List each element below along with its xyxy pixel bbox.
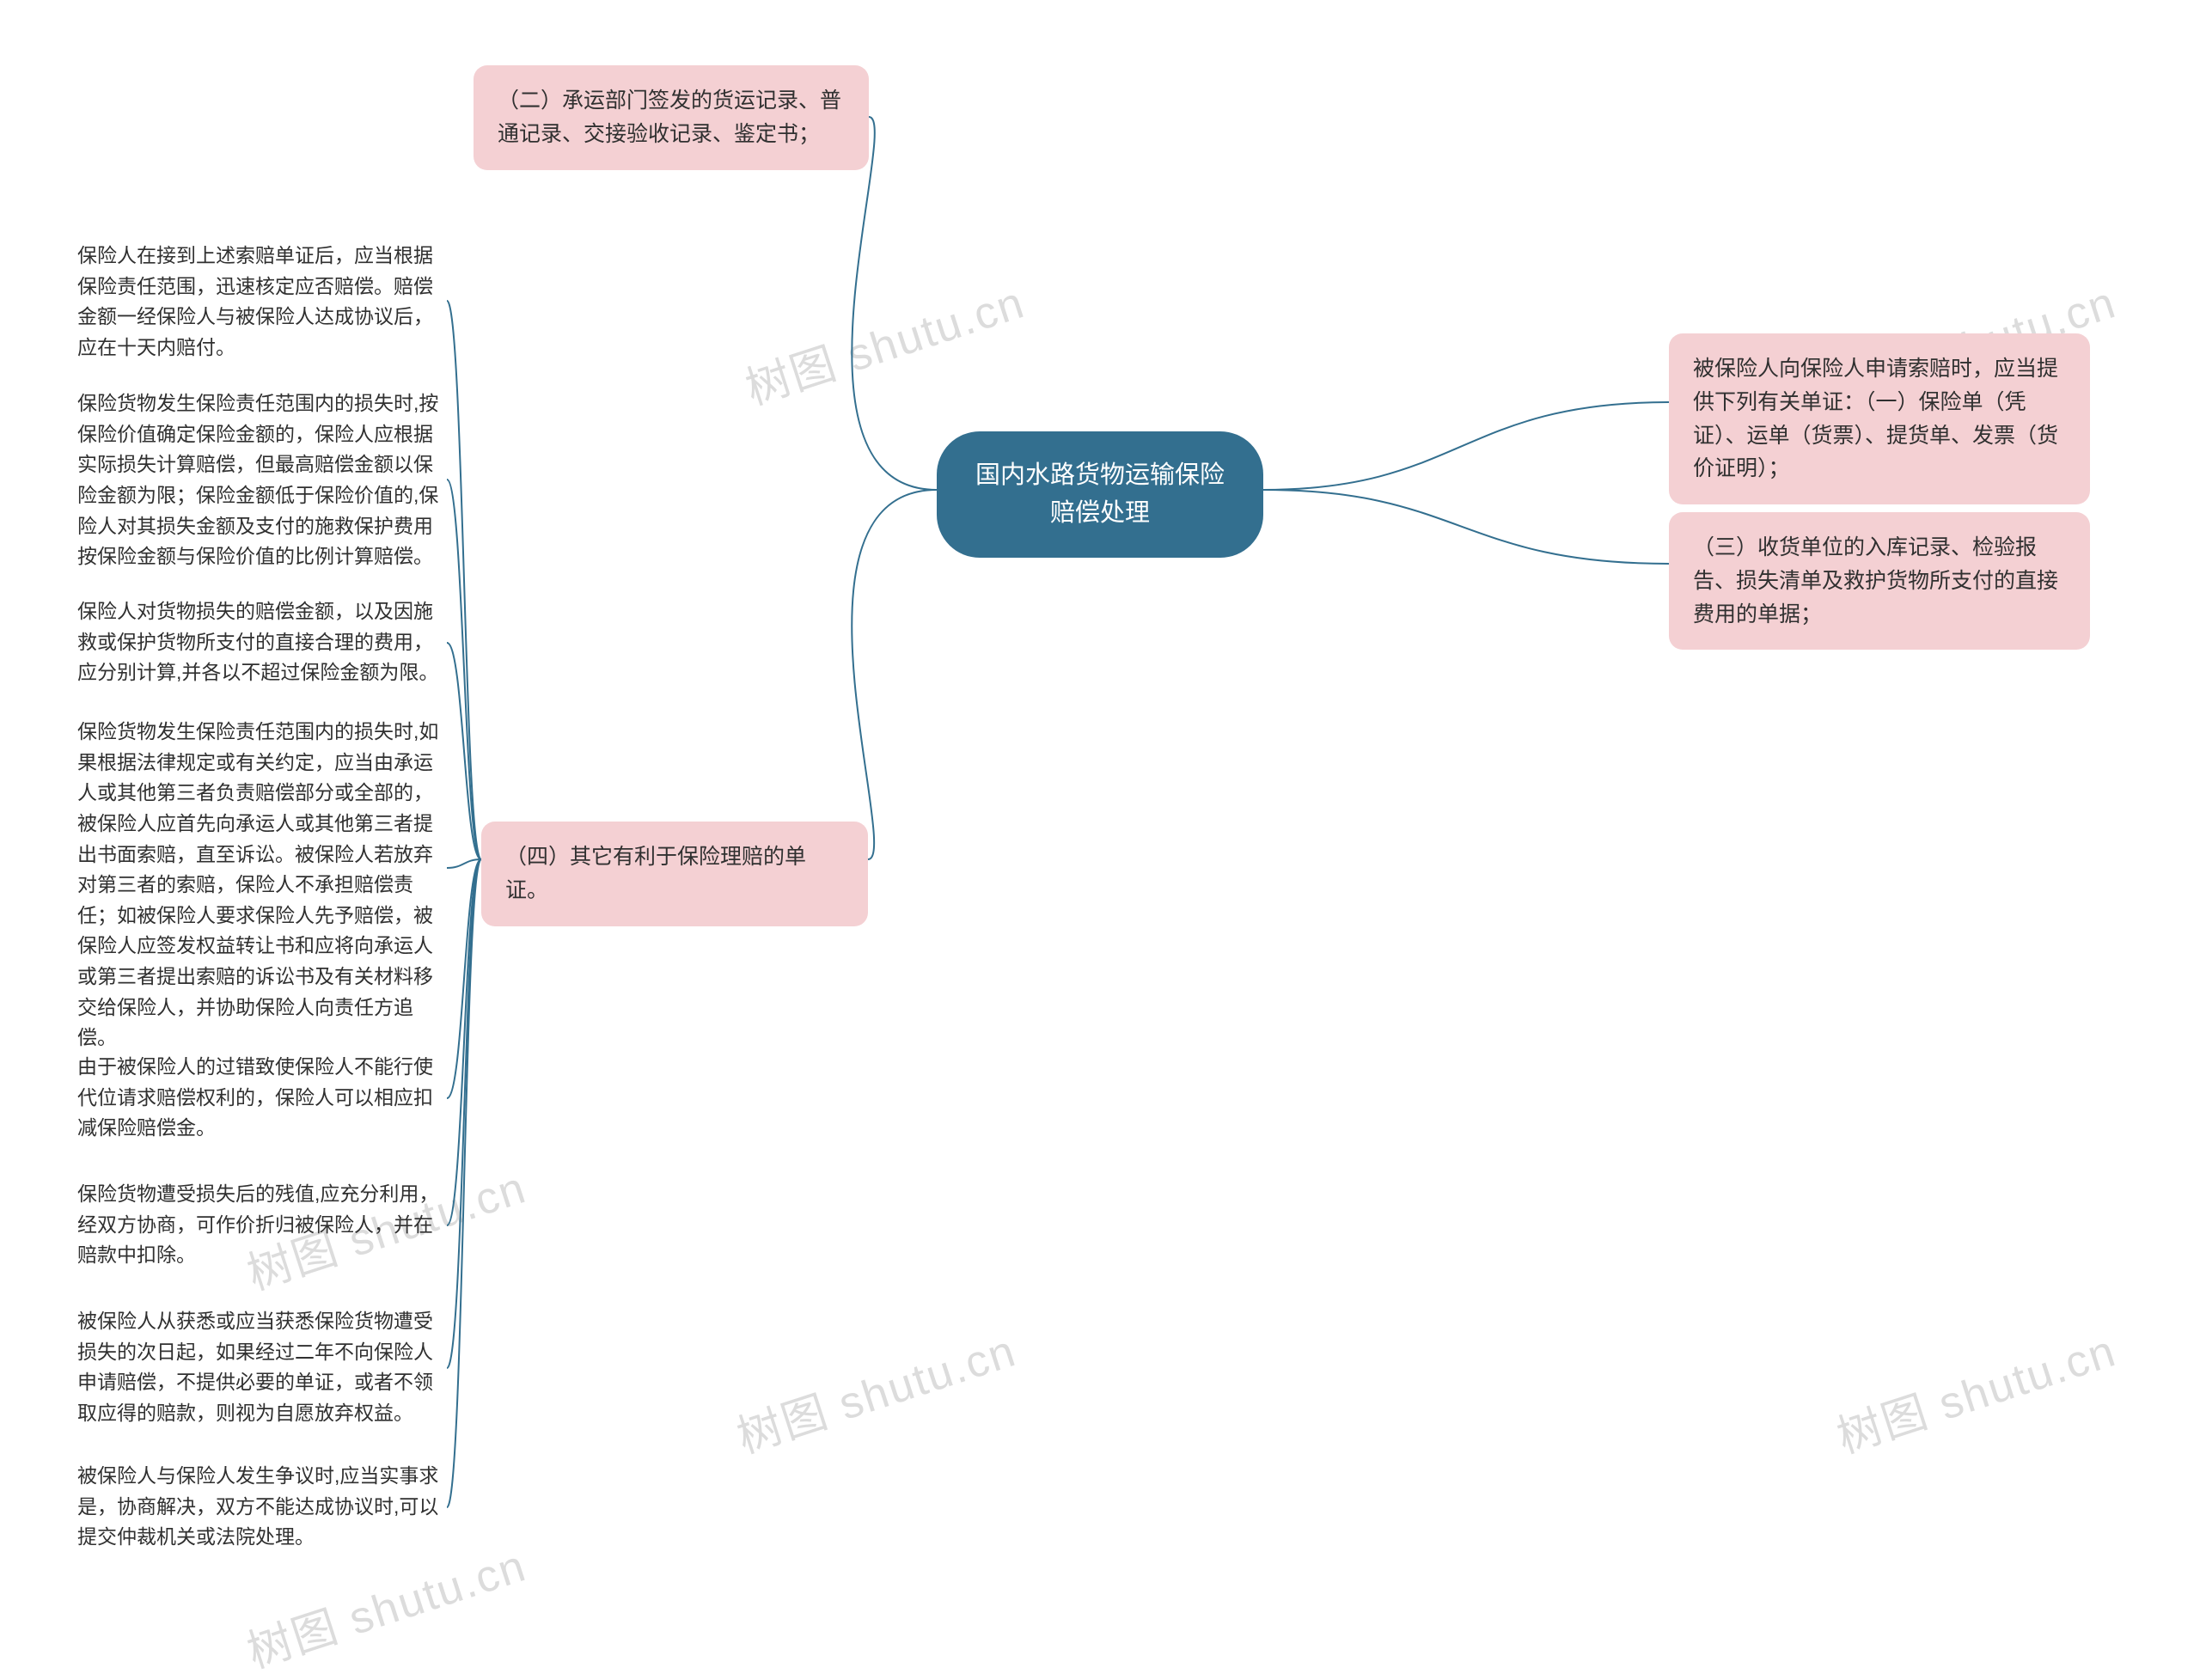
branch-right-1: 被保险人向保险人申请索赔时，应当提供下列有关单证：（一）保险单（凭证）、运单（货… <box>1669 333 2090 504</box>
watermark: 树图 shutu.cn <box>736 266 1032 417</box>
watermark: 树图 shutu.cn <box>1828 1315 2124 1465</box>
subnode-7: 被保险人从获悉或应当获悉保险货物遭受损失的次日起，如果经过二年不向保险人申请赔偿… <box>77 1306 447 1429</box>
subnode-3: 保险人对货物损失的赔偿金额，以及因施救或保护货物所支付的直接合理的费用，应分别计… <box>77 596 447 688</box>
branch-left-1: （二）承运部门签发的货运记录、普通记录、交接验收记录、鉴定书； <box>474 65 869 170</box>
branch-right-2: （三）收货单位的入库记录、检验报告、损失清单及救护货物所支付的直接费用的单据； <box>1669 512 2090 650</box>
watermark: 树图 shutu.cn <box>728 1315 1024 1465</box>
subnode-2: 保险货物发生保险责任范围内的损失时,按保险价值确定保险金额的，保险人应根据实际损… <box>77 388 447 572</box>
subnode-6: 保险货物遭受损失后的残值,应充分利用，经双方协商，可作价折归被保险人，并在赔款中… <box>77 1179 447 1271</box>
subnode-1: 保险人在接到上述索赔单证后，应当根据保险责任范围，迅速核定应否赔偿。赔偿金额一经… <box>77 241 447 363</box>
subnode-5: 由于被保险人的过错致使保险人不能行使代位请求赔偿权利的，保险人可以相应扣减保险赔… <box>77 1052 447 1144</box>
center-node: 国内水路货物运输保险赔偿处理 <box>937 431 1263 558</box>
subnode-4: 保险货物发生保险责任范围内的损失时,如果根据法律规定或有关约定，应当由承运人或其… <box>77 717 447 1054</box>
subnode-8: 被保险人与保险人发生争议时,应当实事求是，协商解决，双方不能达成协议时,可以提交… <box>77 1461 447 1553</box>
branch-left-2: （四）其它有利于保险理赔的单证。 <box>481 822 868 926</box>
